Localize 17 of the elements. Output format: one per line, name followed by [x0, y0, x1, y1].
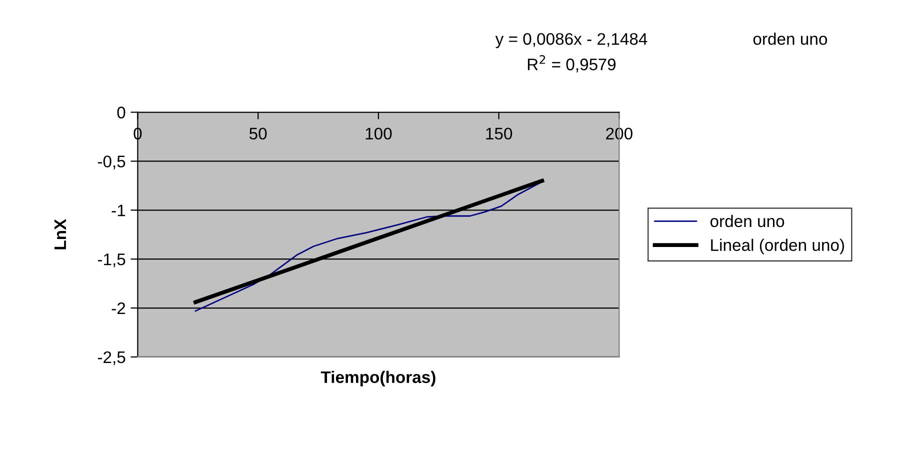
- text: orden uno: [753, 32, 828, 45]
- x-axis-title: Tiempo(horas): [320, 370, 436, 386]
- y-tick-label: -2,5: [98, 351, 126, 366]
- x-tick-label: 100: [366, 128, 392, 140]
- y-tick-label: 0: [117, 106, 126, 118]
- legend-label: Lineal (orden uno): [711, 238, 844, 254]
- y-tick-label: -2: [112, 302, 126, 314]
- y-tick-label: -1: [112, 204, 126, 216]
- legend-label: orden uno: [710, 214, 784, 228]
- y-tick-label: -0,5: [98, 156, 126, 170]
- x-tick-label: 200: [606, 128, 632, 140]
- x-tick-label: 150: [486, 128, 512, 140]
- y-axis-title: LnX: [54, 219, 66, 250]
- text: y = 0,0086x - 2,1484: [495, 33, 648, 48]
- x-tick-label: 50: [249, 128, 267, 140]
- y-tick-label: -1,5: [98, 254, 126, 268]
- text: R$^{2}$ = 0,9579: [528, 55, 616, 72]
